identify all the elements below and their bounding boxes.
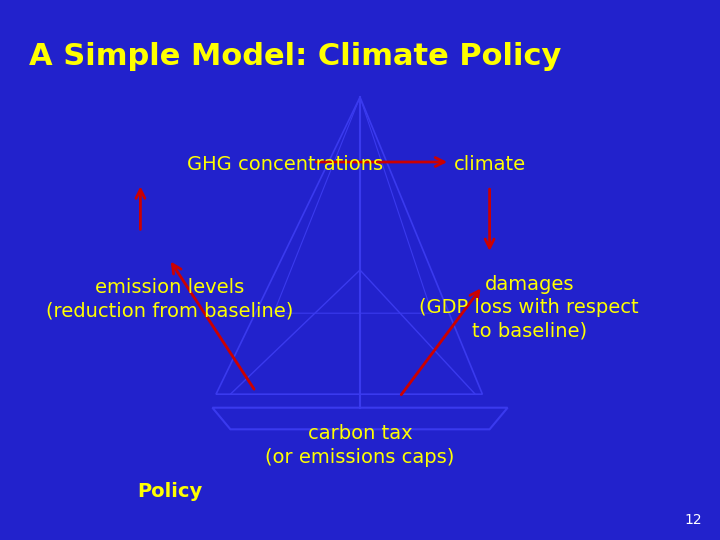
Text: emission levels
(reduction from baseline): emission levels (reduction from baseline… bbox=[45, 279, 293, 321]
Text: damages
(GDP loss with respect
to baseline): damages (GDP loss with respect to baseli… bbox=[419, 275, 639, 341]
Text: GHG concentrations: GHG concentrations bbox=[187, 155, 383, 174]
Text: carbon tax
(or emissions caps): carbon tax (or emissions caps) bbox=[265, 424, 455, 467]
Text: Policy: Policy bbox=[137, 482, 202, 501]
Text: A Simple Model: Climate Policy: A Simple Model: Climate Policy bbox=[29, 42, 561, 71]
Text: climate: climate bbox=[454, 155, 526, 174]
Text: 12: 12 bbox=[685, 512, 702, 526]
